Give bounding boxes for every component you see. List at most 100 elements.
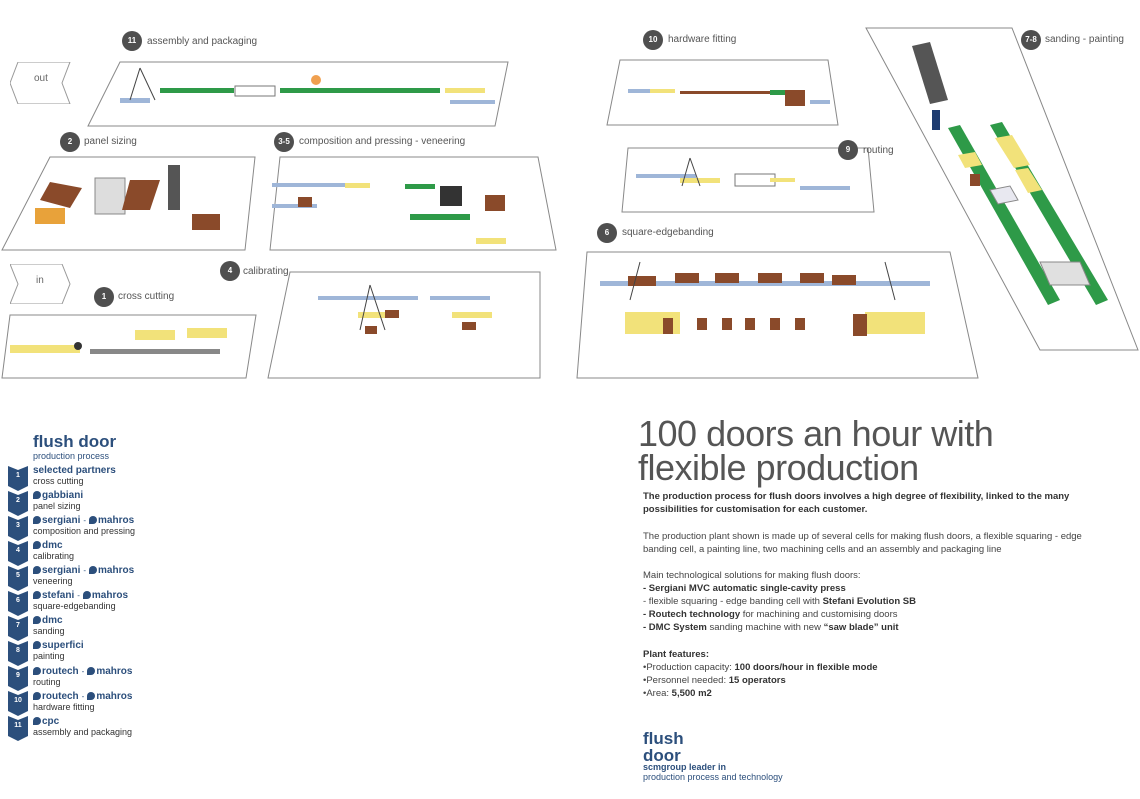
legend-partner-5: sergiani	[42, 565, 81, 576]
legend-row-2: gabbiani panel sizing	[33, 490, 83, 511]
legend-row-9: routech - mahros routing	[33, 666, 133, 687]
legend-row-7: dmc sanding	[33, 615, 65, 636]
legend-chevron-6: 6	[8, 591, 28, 616]
in-arrow-label: in	[36, 275, 44, 286]
badge-1: 1	[94, 287, 114, 307]
legend-row-5: sergiani - mahros veneering	[33, 565, 135, 586]
legend-num-6: 6	[16, 597, 20, 604]
legend-step-2: panel sizing	[33, 501, 81, 511]
legend-partner-3b: mahros	[98, 515, 135, 526]
legend-step-9: routing	[33, 677, 61, 687]
feature-1-bold: 100 doors/hour in flexible mode	[734, 662, 878, 673]
solutions-block: Main technological solutions for making …	[643, 569, 1113, 634]
legend-chevron-8: 8	[8, 641, 28, 666]
legend-chevron-2: 2	[8, 491, 28, 516]
legend-num-10: 10	[14, 697, 22, 704]
dmc-logo-icon	[33, 541, 41, 549]
flush-door-logo: flush door	[643, 730, 684, 764]
label-routing: routing	[863, 145, 894, 156]
routech-logo-icon	[33, 667, 41, 675]
label-sanding-painting: sanding - painting	[1045, 34, 1124, 45]
legend-row-10: routech - mahros hardware fitting	[33, 691, 133, 712]
legend-partner-4: dmc	[42, 540, 63, 551]
legend-partner-9b: mahros	[96, 666, 133, 677]
legend-row-4: dmc calibrating	[33, 540, 74, 561]
badge-11: 11	[122, 31, 142, 51]
legend-step-11: assembly and packaging	[33, 727, 133, 737]
solution-2-bold: Stefani Evolution SB	[822, 596, 916, 607]
legend-step-6: square-edgebanding	[33, 601, 116, 611]
feature-2-bold: 15 operators	[728, 675, 786, 686]
legend-chevron-1: 1	[8, 466, 28, 491]
headline: 100 doors an hour with flexible producti…	[638, 416, 994, 486]
legend-num-9: 9	[16, 672, 20, 679]
feature-2-pre: •Personnel needed:	[643, 675, 729, 686]
solution-2-pre: - flexible squaring - edge banding cell …	[643, 596, 823, 607]
composition-pressing-layout	[269, 156, 557, 251]
legend-step-8: painting	[33, 651, 65, 661]
solution-1: - Sergiani MVC automatic single-cavity p…	[643, 583, 846, 594]
mahros-logo-icon	[87, 667, 96, 675]
label-panel-sizing: panel sizing	[84, 136, 137, 147]
footer-tagline-2: production process and technology	[643, 772, 783, 782]
legend-chevron-3: 3	[8, 516, 28, 541]
label-composition-pressing: composition and pressing - veneering	[299, 136, 466, 147]
badge-3-5: 3-5	[274, 132, 294, 152]
mahros-logo-icon	[89, 566, 98, 574]
badge-10: 10	[643, 30, 663, 50]
logo-line-1: flush	[643, 729, 684, 748]
legend-partner-10b: mahros	[96, 691, 133, 702]
plant-features-block: Plant features: •Production capacity: 10…	[643, 648, 1113, 700]
feature-3-pre: •Area:	[643, 688, 672, 699]
legend-step-4: calibrating	[33, 551, 75, 561]
badge-9: 9	[838, 140, 858, 160]
legend-num-3: 3	[16, 522, 20, 529]
legend-step-5: veneering	[33, 576, 73, 586]
plant-description: The production plant shown is made up of…	[643, 531, 1082, 555]
solution-4-bold: - DMC System	[643, 622, 707, 633]
sanding-painting-layout	[865, 27, 1139, 351]
hardware-fitting-layout	[606, 59, 839, 126]
legend-row-3: sergiani - mahros composition and pressing	[33, 515, 136, 536]
routing-layout	[621, 147, 875, 213]
legend-partner-8: superfici	[42, 640, 84, 651]
intro-bold: The production process for flush doors i…	[643, 491, 1070, 515]
legend-step-7: sanding	[33, 626, 65, 636]
legend-chevron-7: 7	[8, 616, 28, 641]
legend-step-1: cross cutting	[33, 476, 84, 486]
sergiani-logo-icon	[33, 566, 41, 574]
out-arrow-label: out	[34, 73, 48, 84]
label-assembly-packaging: assembly and packaging	[147, 36, 258, 47]
solution-3-bold: - Routech technology	[643, 609, 741, 620]
legend-title: flush door	[33, 432, 117, 451]
legend-num-7: 7	[16, 622, 20, 629]
label-hardware-fitting: hardware fitting	[668, 34, 737, 45]
legend-row-6: stefani - mahros square-edgebanding	[33, 590, 129, 611]
solutions-intro: Main technological solutions for making …	[643, 570, 861, 581]
stefani-logo-icon	[33, 591, 41, 599]
label-cross-cutting: cross cutting	[118, 291, 175, 302]
legend-partner-11: cpc	[42, 716, 60, 727]
legend-partner-2: gabbiani	[42, 490, 84, 501]
legend-num-1: 1	[16, 472, 20, 479]
badge-6: 6	[597, 223, 617, 243]
legend-partner-6b: mahros	[91, 590, 129, 601]
legend-partner-9: routech	[42, 666, 79, 677]
mahros-logo-icon	[82, 591, 91, 599]
legend-chevron-4: 4	[8, 541, 28, 566]
mahros-logo-icon	[87, 692, 96, 700]
legend-num-4: 4	[16, 547, 20, 554]
cpc-logo-icon	[33, 717, 41, 725]
legend-chevron-11: 11	[8, 716, 28, 741]
calibrating-layout	[267, 271, 541, 379]
legend-step-3: composition and pressing	[33, 526, 136, 536]
gabbiani-logo-icon	[33, 491, 41, 499]
legend-subtitle: production process	[33, 451, 110, 461]
sergiani-logo-icon	[33, 516, 41, 524]
legend-partner-6: stefani	[42, 590, 75, 601]
solution-4-mid: sanding machine with new	[706, 622, 824, 633]
label-square-edgebanding: square-edgebanding	[622, 227, 714, 238]
legend-num-2: 2	[16, 497, 20, 504]
legend-chevron-5: 5	[8, 566, 28, 591]
panel-sizing-layout	[1, 156, 256, 251]
